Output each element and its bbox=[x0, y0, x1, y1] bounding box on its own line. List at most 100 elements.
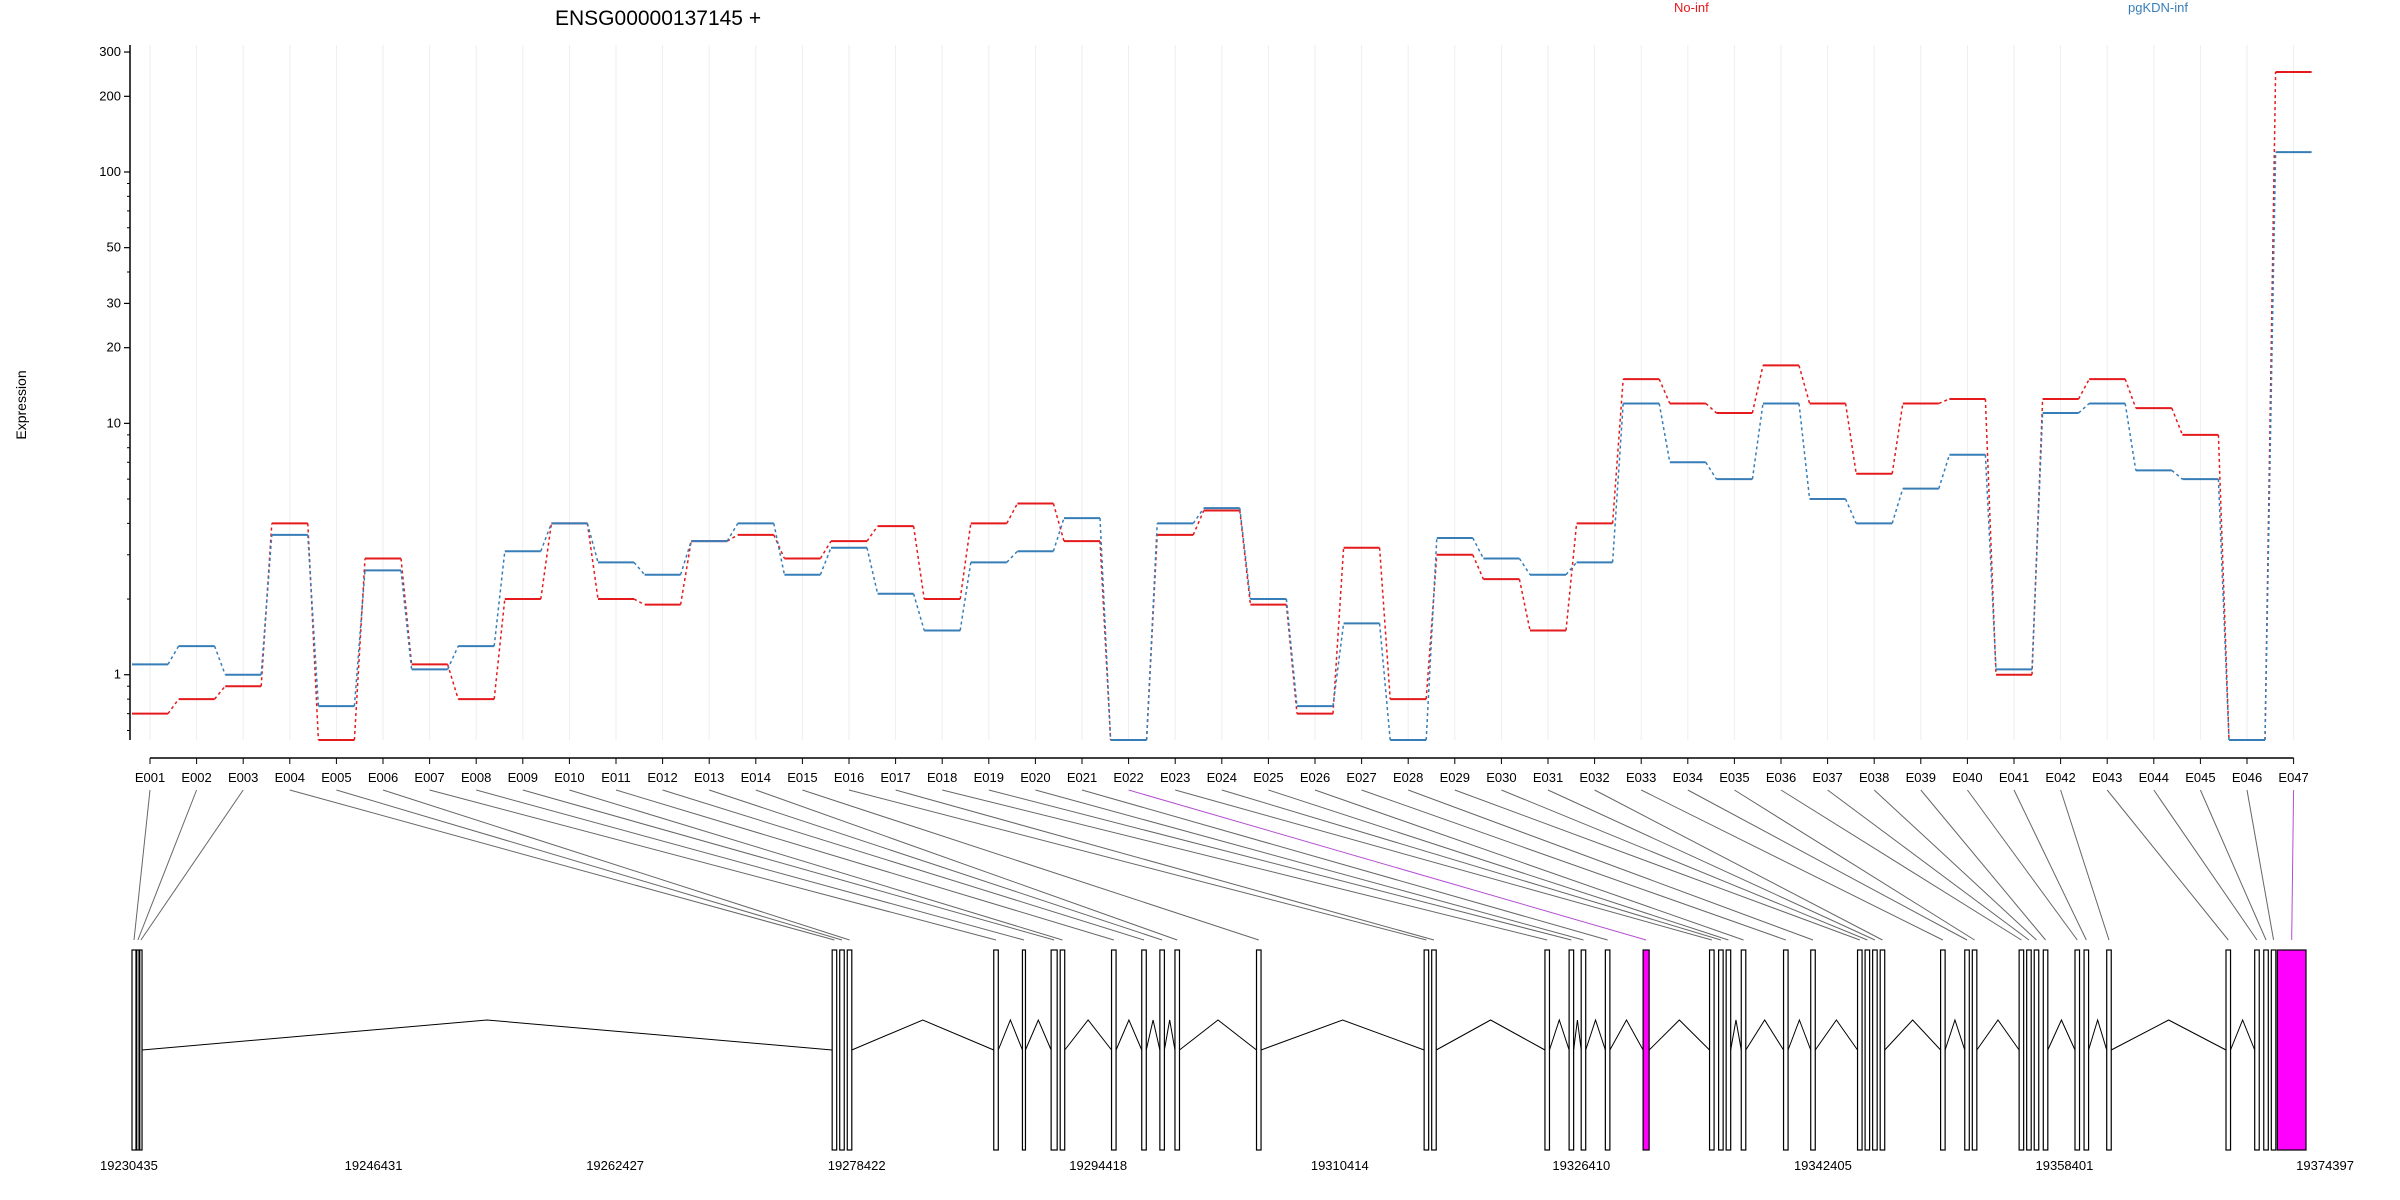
exon-connector bbox=[2153, 789, 2258, 941]
series-connector bbox=[214, 685, 226, 700]
exon-connector bbox=[1640, 789, 1944, 941]
intron-line bbox=[2088, 1018, 2108, 1051]
vertical-gridlines bbox=[149, 45, 2295, 740]
exon-box bbox=[2263, 949, 2269, 1151]
x-tick-label: E046 bbox=[2232, 770, 2262, 785]
series-connector bbox=[959, 562, 972, 631]
series-connector bbox=[540, 523, 553, 600]
series-connector bbox=[1984, 398, 1997, 675]
x-tick-label: E034 bbox=[1673, 770, 1703, 785]
y-tick-label: 50 bbox=[107, 240, 121, 255]
exon-connector bbox=[336, 789, 843, 941]
series-connector bbox=[2171, 469, 2183, 480]
coordinate-label: 19262427 bbox=[586, 1158, 644, 1173]
exon-box bbox=[1810, 949, 1816, 1151]
x-tick-label: E025 bbox=[1253, 770, 1283, 785]
x-tick-label: E024 bbox=[1207, 770, 1237, 785]
exon-box bbox=[1059, 949, 1066, 1151]
legend-label-pgkdn-inf: pgKDN-inf bbox=[2128, 0, 2188, 15]
x-tick-label: E019 bbox=[974, 770, 1004, 785]
series-connector bbox=[1378, 623, 1391, 741]
intron-line bbox=[1145, 1019, 1161, 1051]
series-connector bbox=[307, 534, 320, 707]
exon-connector bbox=[1966, 789, 2078, 941]
intron-line bbox=[1435, 1019, 1546, 1051]
series-connector bbox=[1518, 579, 1531, 631]
series-connector bbox=[1145, 523, 1158, 741]
exon-connector-lines bbox=[133, 789, 2295, 941]
series-connector bbox=[1006, 550, 1018, 563]
exon-box bbox=[2276, 949, 2307, 1151]
x-tick-label: E031 bbox=[1533, 770, 1563, 785]
series-connector bbox=[167, 698, 180, 715]
x-axis: E001 E002 E003 E004 E005 E006 E007 E008 E009 E010… bbox=[135, 757, 2309, 785]
intron-line bbox=[1648, 1019, 1710, 1051]
intron-line bbox=[1787, 1018, 1812, 1051]
series-connector bbox=[1006, 503, 1019, 524]
y-tick-label: 300 bbox=[99, 44, 121, 59]
x-tick-label: E003 bbox=[228, 770, 258, 785]
x-tick-label: E012 bbox=[647, 770, 677, 785]
exon-connector bbox=[2199, 789, 2267, 941]
exon-box bbox=[1568, 949, 1575, 1151]
coordinate-label: 19326410 bbox=[1552, 1158, 1610, 1173]
exon-box bbox=[1740, 949, 1747, 1151]
exon-connector bbox=[1501, 789, 1868, 941]
exon-box bbox=[1782, 949, 1789, 1151]
y-tick-label: 1 bbox=[114, 667, 121, 682]
exon-box bbox=[1708, 949, 1715, 1151]
exon-box bbox=[1580, 949, 1587, 1151]
series-connector bbox=[1844, 498, 1857, 524]
x-tick-label: E016 bbox=[834, 770, 864, 785]
series-connector bbox=[773, 534, 786, 559]
exon-box bbox=[831, 949, 838, 1151]
series-connector bbox=[1472, 554, 1485, 580]
exon-box bbox=[839, 949, 845, 1151]
series-connector bbox=[912, 593, 925, 631]
exon-box bbox=[1971, 949, 1978, 1151]
exon-connector bbox=[2013, 789, 2087, 941]
exon-connector bbox=[1221, 789, 1722, 941]
series-connector bbox=[213, 645, 226, 675]
series-connector bbox=[1891, 403, 1904, 474]
x-tick-label: E005 bbox=[321, 770, 351, 785]
x-tick-label: E032 bbox=[1579, 770, 1609, 785]
x-tick-label: E027 bbox=[1346, 770, 1376, 785]
series-connector bbox=[1378, 547, 1391, 700]
x-tick-label: E035 bbox=[1719, 770, 1749, 785]
exon-box bbox=[1159, 949, 1165, 1151]
x-tick-label: E033 bbox=[1626, 770, 1656, 785]
exon-box bbox=[1718, 949, 1724, 1151]
exon-connector bbox=[382, 789, 850, 941]
y-axis: 1 10 20 30 50 100 200 300 bbox=[99, 44, 131, 740]
exon-connector bbox=[476, 789, 1025, 941]
intron-line bbox=[997, 1018, 1023, 1051]
series-connector bbox=[1472, 537, 1485, 559]
exon-connector bbox=[2106, 789, 2229, 941]
exon-connector bbox=[133, 789, 151, 941]
exon-connector bbox=[1081, 789, 1608, 941]
x-tick-label: E038 bbox=[1859, 770, 1889, 785]
exon-box bbox=[1174, 949, 1181, 1151]
exon-connector bbox=[1780, 789, 2022, 941]
exon-box bbox=[2018, 949, 2025, 1151]
exon-box bbox=[2042, 949, 2049, 1151]
series-connector bbox=[586, 523, 599, 600]
exon-box bbox=[1872, 949, 1878, 1151]
series-connector bbox=[1192, 510, 1205, 536]
intron-line bbox=[1025, 1018, 1052, 1051]
intron-line bbox=[2230, 1018, 2256, 1051]
exon-box bbox=[2074, 949, 2081, 1151]
y-tick-label: 100 bbox=[99, 164, 121, 179]
series-connector bbox=[1798, 365, 1811, 404]
series-connector bbox=[446, 664, 459, 700]
exon-connector bbox=[755, 789, 1178, 941]
x-tick-label: E022 bbox=[1113, 770, 1143, 785]
series-connector bbox=[1332, 623, 1345, 707]
series-connector bbox=[633, 561, 646, 576]
intron-line bbox=[1976, 1019, 2020, 1051]
exon-connector bbox=[1734, 789, 1975, 941]
x-tick-label: E004 bbox=[275, 770, 305, 785]
series-connector bbox=[1332, 547, 1345, 714]
exon-connector bbox=[1827, 789, 2030, 941]
